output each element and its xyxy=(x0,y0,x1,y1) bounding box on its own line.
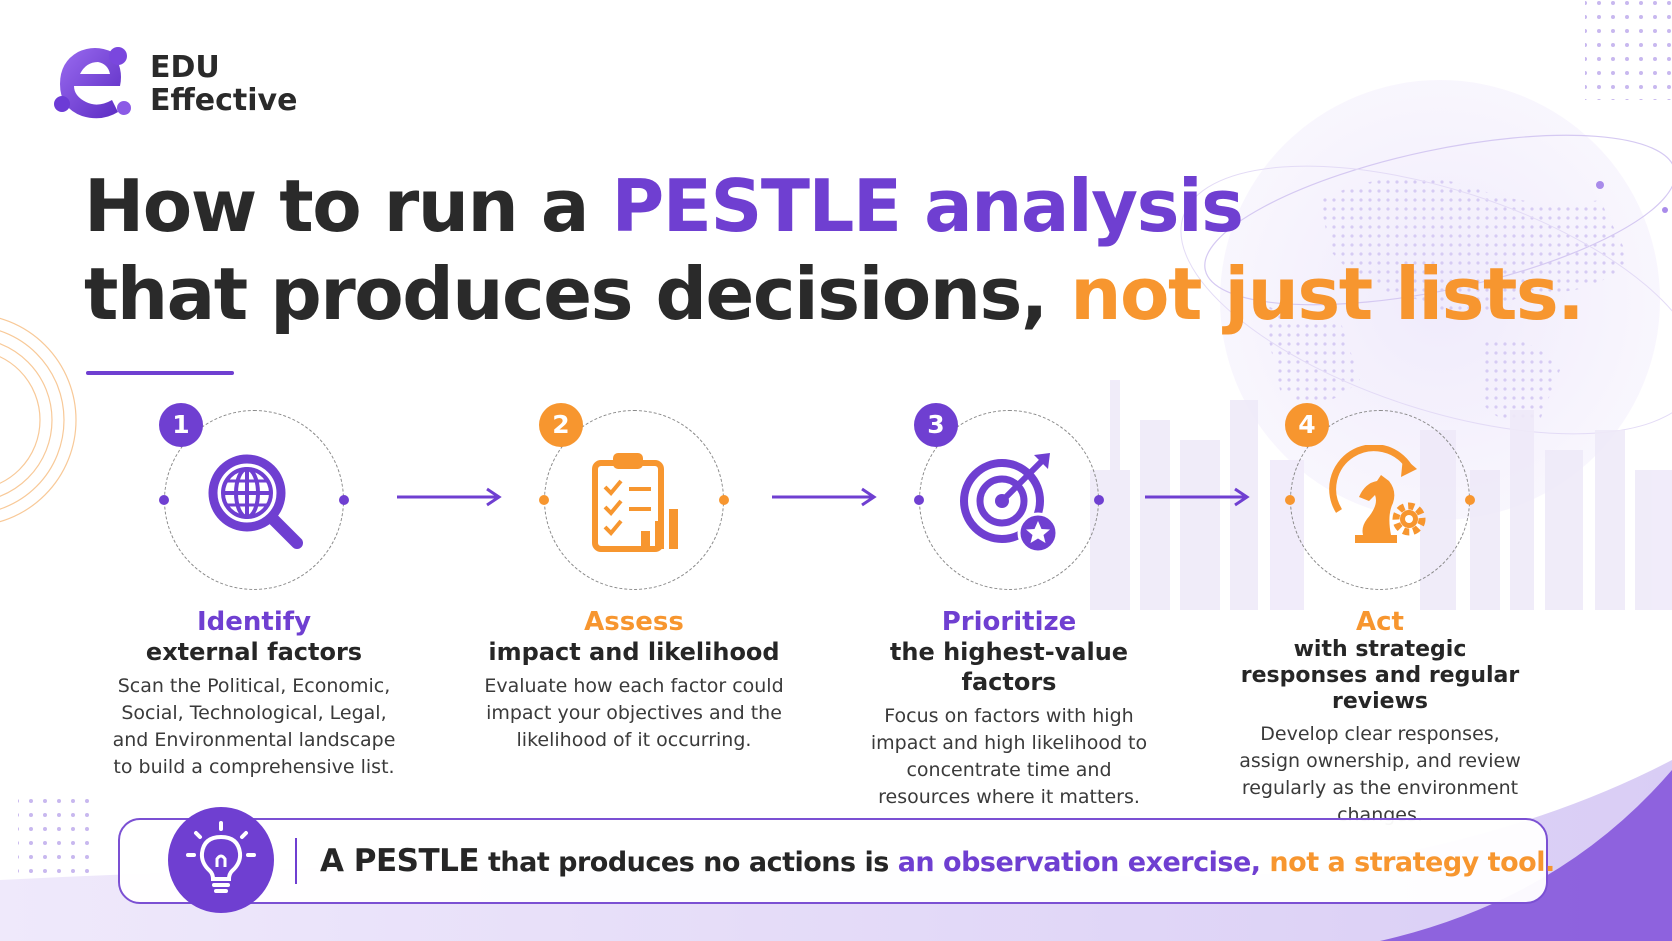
brand-logo: EDU Effective xyxy=(50,42,297,126)
step-prioritize: 3 Prioritize the highest-value factors F… xyxy=(859,403,1159,811)
step-3-title: Prioritize xyxy=(941,607,1077,637)
step-3-description: Focus on factors with high impact and hi… xyxy=(870,705,1148,808)
step-1-subtitle: external factors xyxy=(145,638,363,666)
step-2-description: Evaluate how each factor could impact yo… xyxy=(484,675,784,751)
title-line-1: How to run a PESTLE analysis xyxy=(84,162,1583,250)
clipboard-chart-icon xyxy=(592,453,678,552)
step-4-dot-left xyxy=(1285,495,1295,505)
step-2-number-badge: 2 xyxy=(539,403,583,447)
step-4-icon-frame: 4 xyxy=(1285,403,1475,595)
step-3-subtitle: the highest-value factors xyxy=(889,638,1129,696)
title-line-1-text: How to run a xyxy=(84,164,589,248)
banner-divider xyxy=(295,838,297,884)
key-takeaway-text: A PESTLE that produces no actions is an … xyxy=(320,843,1555,881)
step-2-subtitle: impact and likelihood xyxy=(488,638,780,666)
logo-mark-icon xyxy=(54,47,131,119)
step-1-icon-frame: 1 xyxy=(159,403,349,595)
brand-line-1: EDU xyxy=(150,50,220,85)
lightbulb-badge xyxy=(168,807,274,913)
step-2-icon-frame: 2 xyxy=(539,403,729,595)
arrow-right-icon xyxy=(772,487,877,507)
step-assess: 2 Assess impact and likelihood Evaluate … xyxy=(484,403,784,754)
step-4-title: Act xyxy=(1356,607,1404,637)
step-1-description: Scan the Political, Economic, Social, Te… xyxy=(112,675,396,778)
globe-search-icon xyxy=(208,454,303,549)
title-underline xyxy=(86,371,234,375)
step-3-number-badge: 3 xyxy=(914,403,958,447)
title-line-2: that produces decisions, not just lists. xyxy=(84,250,1585,338)
title-accent-not-lists: not just lists. xyxy=(1070,252,1584,336)
banner-part-2: that produces no actions is xyxy=(479,847,898,878)
chess-knight-gear-icon xyxy=(1329,445,1426,543)
target-star-icon xyxy=(960,453,1059,554)
banner-part-3: an observation exercise, xyxy=(897,847,1261,878)
step-2-dot-left xyxy=(539,495,549,505)
step-1-number-badge: 1 xyxy=(159,403,203,447)
banner-part-4: not a strategy tool. xyxy=(1260,847,1555,878)
lightbulb-icon xyxy=(186,821,256,893)
step-4-subtitle: with strategic responses and regular rev… xyxy=(1240,637,1520,714)
step-2-title: Assess xyxy=(584,607,684,637)
brand-line-2: Effective xyxy=(150,83,298,118)
title-accent-pestle: PESTLE analysis xyxy=(611,164,1244,248)
step-act: 4 Act with strategic responses and regul… xyxy=(1230,403,1530,829)
arrow-right-icon xyxy=(397,487,502,507)
step-3-dot-left xyxy=(914,495,924,505)
step-3-dot-right xyxy=(1094,495,1104,505)
step-1-title: Identify xyxy=(196,607,312,637)
step-1-dot-right xyxy=(339,495,349,505)
arrow-right-icon xyxy=(1145,487,1250,507)
step-3-icon-frame: 3 xyxy=(914,403,1104,595)
step-identify: 1 Identify external factors Scan the Pol… xyxy=(104,403,404,781)
step-1-dot-left xyxy=(159,495,169,505)
key-takeaway-banner xyxy=(118,818,1548,904)
banner-part-1: A PESTLE xyxy=(320,843,480,879)
title-line-2-text: that produces decisions, xyxy=(84,252,1048,336)
step-4-dot-right xyxy=(1465,495,1475,505)
step-2-dot-right xyxy=(719,495,729,505)
step-4-number-badge: 4 xyxy=(1285,403,1329,447)
step-4-description: Develop clear responses, assign ownershi… xyxy=(1239,723,1521,826)
page-title: How to run a PESTLE analysis that produc… xyxy=(84,162,1585,338)
